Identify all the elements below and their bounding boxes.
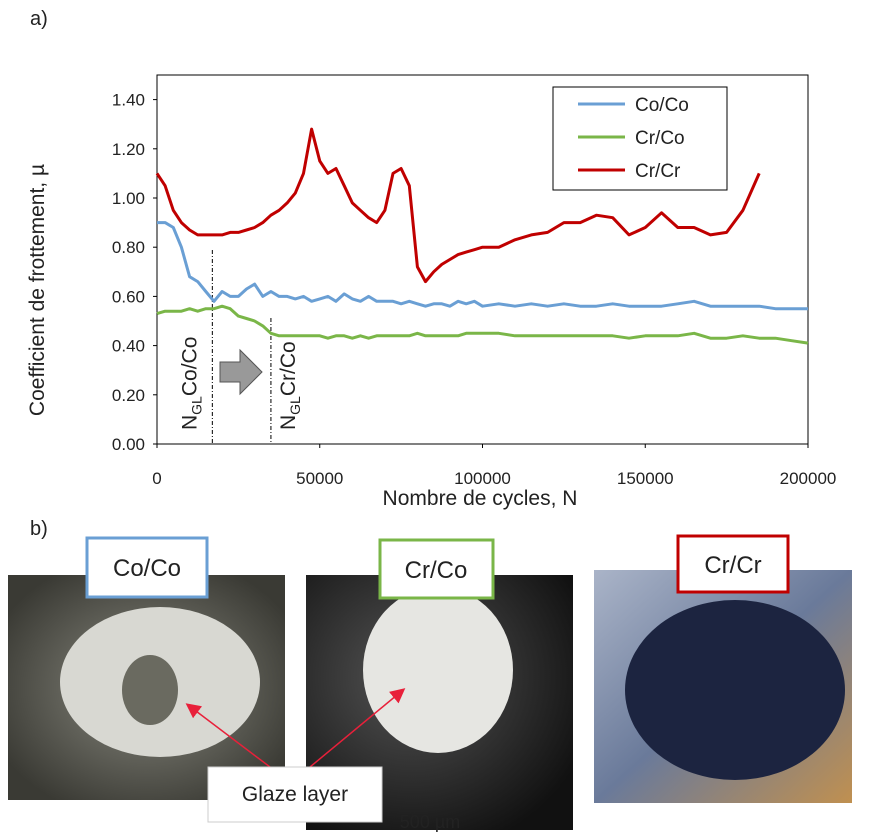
x-tick-label: 150000: [617, 469, 674, 488]
marker-sub: GL: [188, 396, 204, 415]
legend-label: Cr/Co: [635, 128, 685, 149]
x-tick-label: 100000: [454, 469, 511, 488]
y-tick-label: 1.40: [112, 91, 145, 110]
marker-n: N: [277, 415, 300, 430]
arrow: [309, 688, 406, 768]
x-tick-label: 50000: [296, 469, 343, 488]
y-tick-label: 0.80: [112, 238, 145, 257]
y-tick-label: 1.20: [112, 140, 145, 159]
x-tick-label: 200000: [780, 469, 837, 488]
marker-n: N: [178, 415, 201, 430]
series-line: [157, 221, 808, 311]
series-line: [155, 127, 761, 284]
marker-rest: Cr/Co: [277, 341, 300, 396]
glaze-label: Glaze layer: [242, 783, 348, 806]
y-tick-label: 0.00: [112, 435, 145, 454]
x-tick-label: 0: [152, 469, 161, 488]
y-axis-label: Coefficient de frottement, µ: [26, 164, 49, 416]
y-tick-label: 0.20: [112, 386, 145, 405]
legend-label: Cr/Cr: [635, 161, 681, 182]
image-label: Cr/Cr: [704, 552, 761, 579]
marker-label: NGLCo/Co: [178, 337, 204, 430]
y-tick-label: 0.60: [112, 287, 145, 306]
scale-label: 500 µm: [400, 812, 460, 832]
image-labels: Co/Co Cr/Co Cr/Cr: [85, 534, 790, 600]
series-line: [156, 304, 809, 345]
marker-rest: Co/Co: [178, 337, 201, 397]
marker-label: NGLCr/Co: [277, 341, 303, 430]
panel-label: a): [30, 8, 48, 30]
transition-arrow: [219, 348, 263, 396]
arrow: [185, 703, 271, 768]
x-axis-label: Nombre de cycles, N: [383, 487, 578, 510]
image-label: Cr/Co: [405, 557, 468, 584]
glaze-box: [207, 766, 383, 823]
image-label: Co/Co: [113, 555, 181, 582]
marker-sub: GL: [287, 396, 303, 415]
panel-label: b): [30, 518, 48, 540]
legend-label: Co/Co: [635, 95, 689, 116]
y-tick-label: 1.00: [112, 189, 145, 208]
y-tick-label: 0.40: [112, 337, 145, 356]
photos: [8, 570, 852, 830]
